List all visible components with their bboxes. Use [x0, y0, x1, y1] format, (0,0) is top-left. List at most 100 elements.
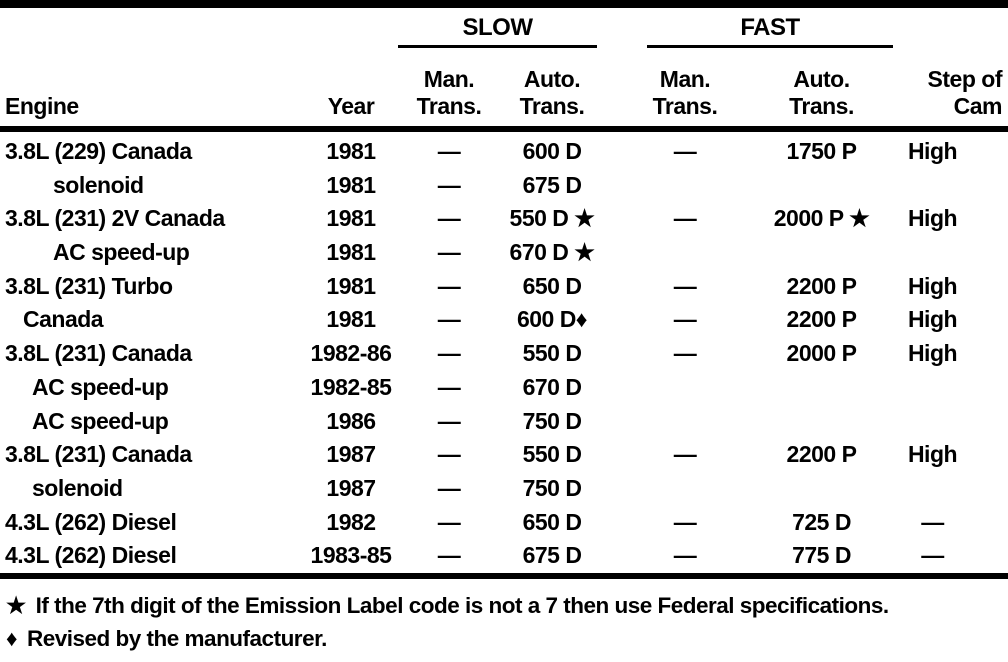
- year-cell: 1981: [326, 205, 376, 232]
- fast-man-trans-cell: [600, 472, 750, 506]
- year-cell: 1986: [326, 407, 376, 434]
- fast-man-trans-cell: [600, 405, 750, 439]
- engine-cell: 4.3L (262) Diesel: [5, 508, 177, 535]
- slow-group-label: SLOW: [462, 14, 534, 41]
- top-border-rule: [0, 0, 1008, 8]
- table-row: 3.8L (231) Canada 1982-86 — 550 D — 2000…: [0, 337, 1008, 371]
- table-row: 4.3L (262) Diesel 1983-85 — 675 D — 775 …: [0, 539, 1008, 573]
- fast-auto-trans-cell: 725 D: [792, 508, 851, 535]
- fast-auto-trans-cell: [750, 472, 893, 506]
- engine-cell: AC speed-up: [32, 407, 169, 434]
- slow-man-trans-cell: —: [437, 474, 461, 501]
- fast-group-header: FAST: [647, 8, 893, 48]
- table-header: SLOW FAST Engine Year Man. Trans. Auto. …: [0, 8, 1008, 132]
- engine-cell: AC speed-up: [53, 239, 190, 266]
- footnotes: ★ If the 7th digit of the Emission Label…: [0, 579, 1008, 655]
- slow-man-trans-cell: —: [437, 205, 461, 232]
- table-row: 3.8L (231) 2V Canada 1981 — 550 D ★ — 20…: [0, 202, 1008, 236]
- year-cell: 1981: [326, 239, 376, 266]
- fast-auto-trans-cell: 2000 P ★: [773, 205, 870, 232]
- year-cell: 1983-85: [310, 542, 392, 569]
- step-of-cam-cell: High: [907, 441, 958, 468]
- year-cell: 1982-85: [310, 373, 392, 400]
- table-row: 3.8L (231) Turbo 1981 — 650 D — 2200 P H…: [0, 270, 1008, 304]
- year-cell: 1981: [326, 138, 376, 164]
- slow-auto-trans-cell: 670 D: [522, 373, 582, 400]
- slow-man-trans-cell: —: [437, 272, 461, 299]
- step-of-cam-cell: High: [907, 340, 958, 367]
- slow-man-trans-cell: —: [437, 306, 461, 333]
- fast-auto-trans-cell: [750, 371, 893, 405]
- fast-auto-trans-cell: [750, 169, 893, 203]
- slow-man-trans-cell: —: [437, 239, 461, 266]
- table-row: AC speed-up 1982-85 — 670 D: [0, 371, 1008, 405]
- slow-man-trans-cell: —: [437, 542, 461, 569]
- fast-auto-trans-column-header: Auto. Trans.: [789, 66, 854, 119]
- fast-auto-trans-cell: 2000 P: [786, 340, 857, 367]
- footnote-diamond: ♦ Revised by the manufacturer.: [6, 622, 1008, 655]
- year-column-header: Year: [327, 93, 375, 119]
- fast-man-trans-cell: —: [673, 205, 697, 232]
- fast-group-label: FAST: [740, 14, 800, 41]
- table-row: 3.8L (231) Canada 1987 — 550 D — 2200 P …: [0, 438, 1008, 472]
- step-of-cam-cell: [893, 405, 1008, 439]
- table-row: AC speed-up 1981 — 670 D ★: [0, 236, 1008, 270]
- fast-man-trans-cell: [600, 169, 750, 203]
- engine-cell: 3.8L (231) Canada: [5, 441, 192, 468]
- slow-auto-trans-cell: 600 D♦: [516, 306, 588, 333]
- fast-man-trans-cell: —: [673, 138, 697, 164]
- diamond-icon: ♦: [6, 625, 17, 651]
- fast-man-trans-cell: —: [673, 542, 697, 569]
- year-cell: 1987: [326, 441, 376, 468]
- table-rows: 3.8L (229) Canada 1981 — 600 D — 1750 P …: [0, 132, 1008, 579]
- table-row: 3.8L (229) Canada 1981 — 600 D — 1750 P …: [0, 135, 1008, 169]
- step-of-cam-cell: [893, 472, 1008, 506]
- slow-auto-trans-cell: 650 D: [522, 508, 582, 535]
- engine-cell: 3.8L (231) 2V Canada: [5, 205, 225, 232]
- slow-man-trans-cell: —: [437, 340, 461, 367]
- year-cell: 1982-86: [310, 340, 392, 367]
- slow-group-header: SLOW: [398, 8, 597, 48]
- engine-column-header: Engine: [5, 93, 79, 119]
- step-of-cam-cell: [893, 371, 1008, 405]
- fast-man-trans-cell: —: [673, 508, 697, 535]
- step-of-cam-cell: —: [921, 508, 944, 535]
- star-icon: ★: [6, 592, 26, 618]
- slow-auto-trans-cell: 550 D: [522, 340, 582, 367]
- engine-cell: 3.8L (229) Canada: [5, 138, 192, 164]
- engine-cell: 3.8L (231) Turbo: [5, 272, 173, 299]
- step-of-cam-cell: High: [907, 205, 958, 232]
- slow-auto-trans-cell: 550 D ★: [509, 205, 595, 232]
- year-cell: 1982: [326, 508, 376, 535]
- slow-auto-trans-cell: 600 D: [522, 138, 582, 164]
- fast-man-trans-cell: —: [673, 340, 697, 367]
- table-row: solenoid 1981 — 675 D: [0, 169, 1008, 203]
- year-cell: 1987: [326, 474, 376, 501]
- slow-man-trans-cell: —: [437, 171, 461, 198]
- slow-man-trans-cell: —: [437, 441, 461, 468]
- table-row: 4.3L (262) Diesel 1982 — 650 D — 725 D —: [0, 506, 1008, 540]
- fast-man-trans-cell: [600, 371, 750, 405]
- slow-auto-trans-cell: 675 D: [522, 542, 582, 569]
- fast-auto-trans-cell: 775 D: [792, 542, 851, 569]
- year-cell: 1981: [326, 272, 376, 299]
- slow-auto-trans-cell: 650 D: [522, 272, 582, 299]
- engine-cell: AC speed-up: [32, 373, 169, 400]
- engine-cell: solenoid: [32, 474, 123, 501]
- engine-cell: 3.8L (231) Canada: [5, 340, 192, 367]
- footnote-star-text: If the 7th digit of the Emission Label c…: [35, 592, 889, 618]
- engine-cell: solenoid: [53, 171, 144, 198]
- slow-auto-trans-cell: 750 D: [522, 407, 582, 434]
- fast-man-trans-cell: —: [673, 306, 697, 333]
- slow-man-trans-cell: —: [437, 138, 461, 164]
- step-of-cam-cell: —: [921, 542, 944, 569]
- year-cell: 1981: [326, 306, 376, 333]
- slow-man-trans-cell: —: [437, 508, 461, 535]
- footnote-diamond-text: Revised by the manufacturer.: [26, 625, 327, 651]
- slow-man-trans-cell: —: [437, 407, 461, 434]
- slow-auto-trans-cell: 670 D ★: [509, 239, 595, 266]
- step-of-cam-cell: [893, 236, 1008, 270]
- fast-man-trans-cell: —: [673, 272, 697, 299]
- fast-man-trans-column-header: Man. Trans.: [652, 66, 718, 119]
